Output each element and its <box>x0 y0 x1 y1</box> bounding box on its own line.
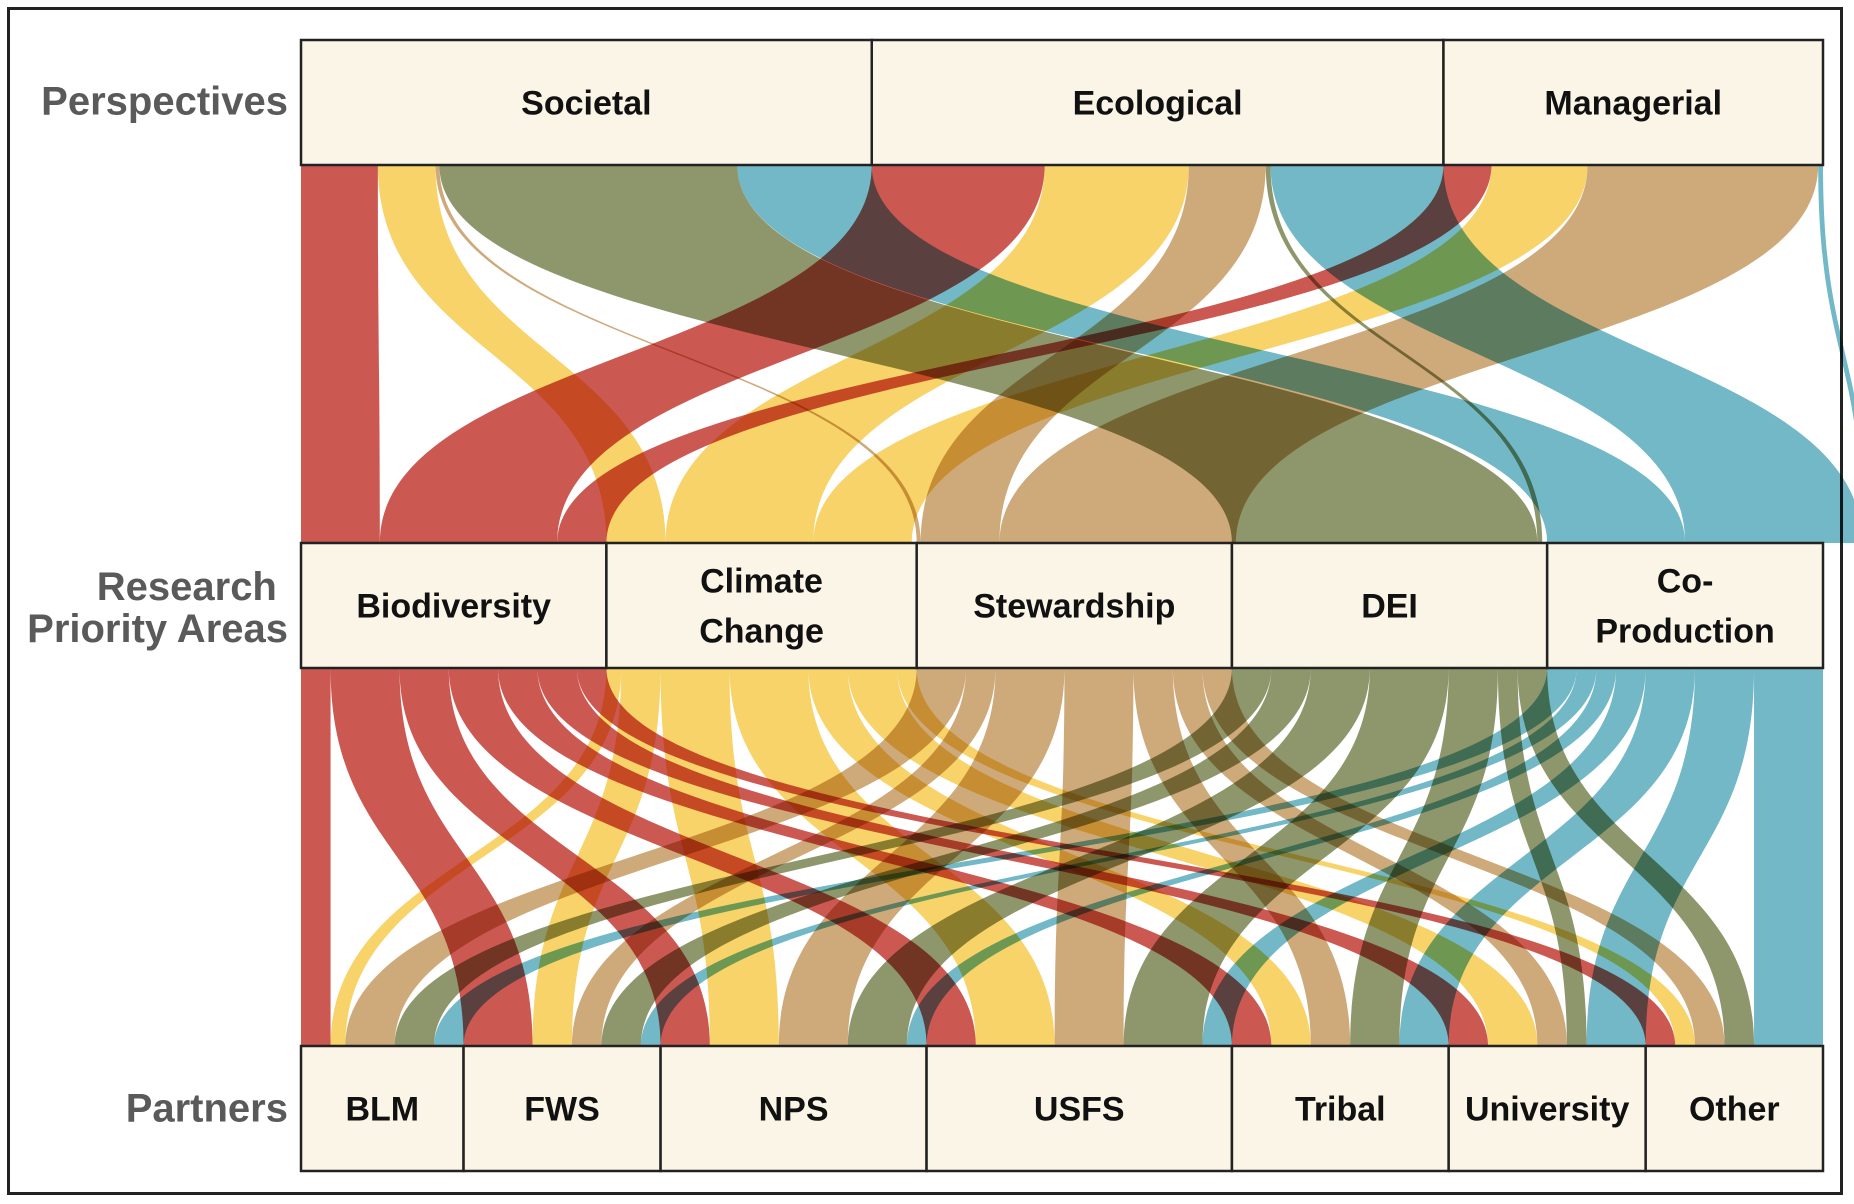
flow-climate-to-university <box>847 668 1538 1046</box>
flow-coproduction-to-other <box>1754 668 1823 1046</box>
research-area-label-dei: DEI <box>1361 588 1418 626</box>
flow-coproduction-to-tribal <box>1399 668 1695 1046</box>
flow-dei-to-blm <box>394 668 1272 1046</box>
research-area-label-biodiversity: Biodiversity <box>356 588 551 626</box>
flow-dei-to-fws <box>601 668 1311 1046</box>
perspective-node-managerial: Managerial <box>1442 38 1825 167</box>
partner-label-nps-line-1: NPS <box>759 1091 829 1129</box>
research-area-label-climate: Climate Change <box>699 563 824 651</box>
partner-label-tribal: Tribal <box>1295 1091 1386 1129</box>
perspective-label-ecological: Ecological <box>1073 85 1243 123</box>
row-label-research-priority-areas: Research Priority Areas <box>27 565 288 651</box>
research-area-box-climate <box>605 541 918 670</box>
perspective-label-societal: Societal <box>521 85 651 123</box>
flow-climate-to-blm <box>330 668 622 1046</box>
partner-label-usfs-line-1: USFS <box>1034 1091 1125 1129</box>
research-area-box-coproduction <box>1545 541 1825 670</box>
flow-coproduction-to-nps <box>906 668 1617 1046</box>
research-area-node-biodiversity: Biodiversity <box>299 541 608 670</box>
flow-ecological-to-stewardship <box>920 165 1266 543</box>
flow-stewardship-to-nps <box>778 668 1065 1046</box>
perspective-node-societal: Societal <box>299 38 873 167</box>
flows-research-to-partners <box>301 668 1823 1046</box>
flow-managerial-to-stewardship <box>999 165 1819 543</box>
research-area-label-coproduction-line-2: Production <box>1595 613 1774 651</box>
research-area-node-climate: Climate Change <box>605 541 918 670</box>
flow-stewardship-to-tribal <box>1133 668 1351 1046</box>
flow-stewardship-to-fws <box>571 668 996 1046</box>
flows-perspectives-to-research <box>301 165 1854 543</box>
research-area-node-coproduction: Co- Production <box>1545 541 1825 670</box>
research-area-box-stewardship <box>915 541 1234 670</box>
perspective-label-societal-line-1: Societal <box>521 85 651 123</box>
research-area-label-dei-line-1: DEI <box>1361 588 1418 626</box>
flow-managerial-to-biodiversity <box>557 165 1492 543</box>
flow-coproduction-to-fws <box>640 668 1597 1046</box>
research-area-label-stewardship: Stewardship <box>973 588 1175 626</box>
partner-label-other: Other <box>1689 1091 1780 1129</box>
flow-biodiversity-to-fws <box>330 668 533 1046</box>
partner-node-university: University <box>1447 1044 1647 1173</box>
flow-coproduction-to-university <box>1586 668 1755 1046</box>
perspective-label-managerial-line-1: Managerial <box>1544 85 1722 123</box>
research-area-label-stewardship-line-1: Stewardship <box>973 588 1175 626</box>
flow-dei-to-other <box>1517 668 1755 1046</box>
research-area-label-climate-line-2: Change <box>699 613 824 651</box>
partner-node-nps: NPS <box>659 1044 928 1173</box>
partner-label-blm: BLM <box>345 1091 419 1129</box>
partner-node-tribal: Tribal <box>1230 1044 1450 1173</box>
flow-managerial-to-coproduction <box>1818 165 1854 421</box>
partner-box-fws <box>462 1044 662 1173</box>
flow-stewardship-to-other <box>1202 668 1725 1046</box>
partner-label-university: University <box>1465 1091 1629 1129</box>
row-label-partners: Partners <box>126 1087 288 1131</box>
flow-managerial-to-climate <box>813 165 1588 543</box>
perspective-box-managerial <box>1442 38 1825 167</box>
perspective-node-ecological: Ecological <box>870 38 1445 167</box>
partner-label-nps: NPS <box>759 1091 829 1129</box>
perspective-label-ecological-line-1: Ecological <box>1073 85 1243 123</box>
row-label-research-line-2: Priority Areas <box>27 607 288 651</box>
partner-label-university-line-1: University <box>1465 1091 1629 1129</box>
row-label-research-line-1: Research <box>97 565 277 609</box>
flow-dei-to-usfs <box>1123 668 1449 1046</box>
flow-stewardship-to-university <box>1172 668 1567 1046</box>
research-area-node-dei: DEI <box>1230 541 1549 670</box>
perspective-label-managerial: Managerial <box>1544 85 1722 123</box>
partner-node-fws: FWS <box>462 1044 662 1173</box>
flow-ecological-to-coproduction <box>1270 165 1854 543</box>
partner-label-fws-line-1: FWS <box>524 1091 600 1129</box>
flow-ecological-to-climate <box>665 165 1189 543</box>
partner-label-other-line-1: Other <box>1689 1091 1780 1129</box>
perspective-box-ecological <box>870 38 1445 167</box>
research-area-box-biodiversity <box>299 541 608 670</box>
partner-node-other: Other <box>1644 1044 1825 1173</box>
flow-biodiversity-to-nps <box>399 668 710 1046</box>
research-area-label-biodiversity-line-1: Biodiversity <box>356 588 551 626</box>
row-label-perspectives: Perspectives <box>41 80 288 124</box>
node-boxes: Societal Ecological Managerial Biodiversity… <box>299 38 1825 1173</box>
research-area-label-coproduction: Co- Production <box>1595 563 1774 651</box>
partner-node-blm: BLM <box>299 1044 465 1173</box>
flow-coproduction-to-usfs <box>1202 668 1646 1046</box>
partner-label-tribal-line-1: Tribal <box>1295 1091 1386 1129</box>
flow-societal-to-biodiversity <box>301 165 380 543</box>
partner-box-other <box>1644 1044 1825 1173</box>
partner-box-tribal <box>1230 1044 1450 1173</box>
research-area-node-stewardship: Stewardship <box>915 541 1234 670</box>
flow-coproduction-to-blm <box>433 668 1577 1046</box>
research-area-label-climate-line-1: Climate <box>700 563 823 601</box>
partner-label-blm-line-1: BLM <box>345 1091 419 1129</box>
flow-stewardship-to-blm <box>345 668 966 1046</box>
flow-biodiversity-to-blm <box>301 668 331 1046</box>
research-area-label-coproduction-line-1: Co- <box>1657 563 1714 601</box>
partner-node-usfs: USFS <box>925 1044 1234 1173</box>
partner-box-blm <box>299 1044 465 1173</box>
partner-label-fws: FWS <box>524 1091 600 1129</box>
partner-label-usfs: USFS <box>1034 1091 1125 1129</box>
flow-ecological-to-biodiversity <box>379 165 1045 543</box>
partner-box-nps <box>659 1044 928 1173</box>
